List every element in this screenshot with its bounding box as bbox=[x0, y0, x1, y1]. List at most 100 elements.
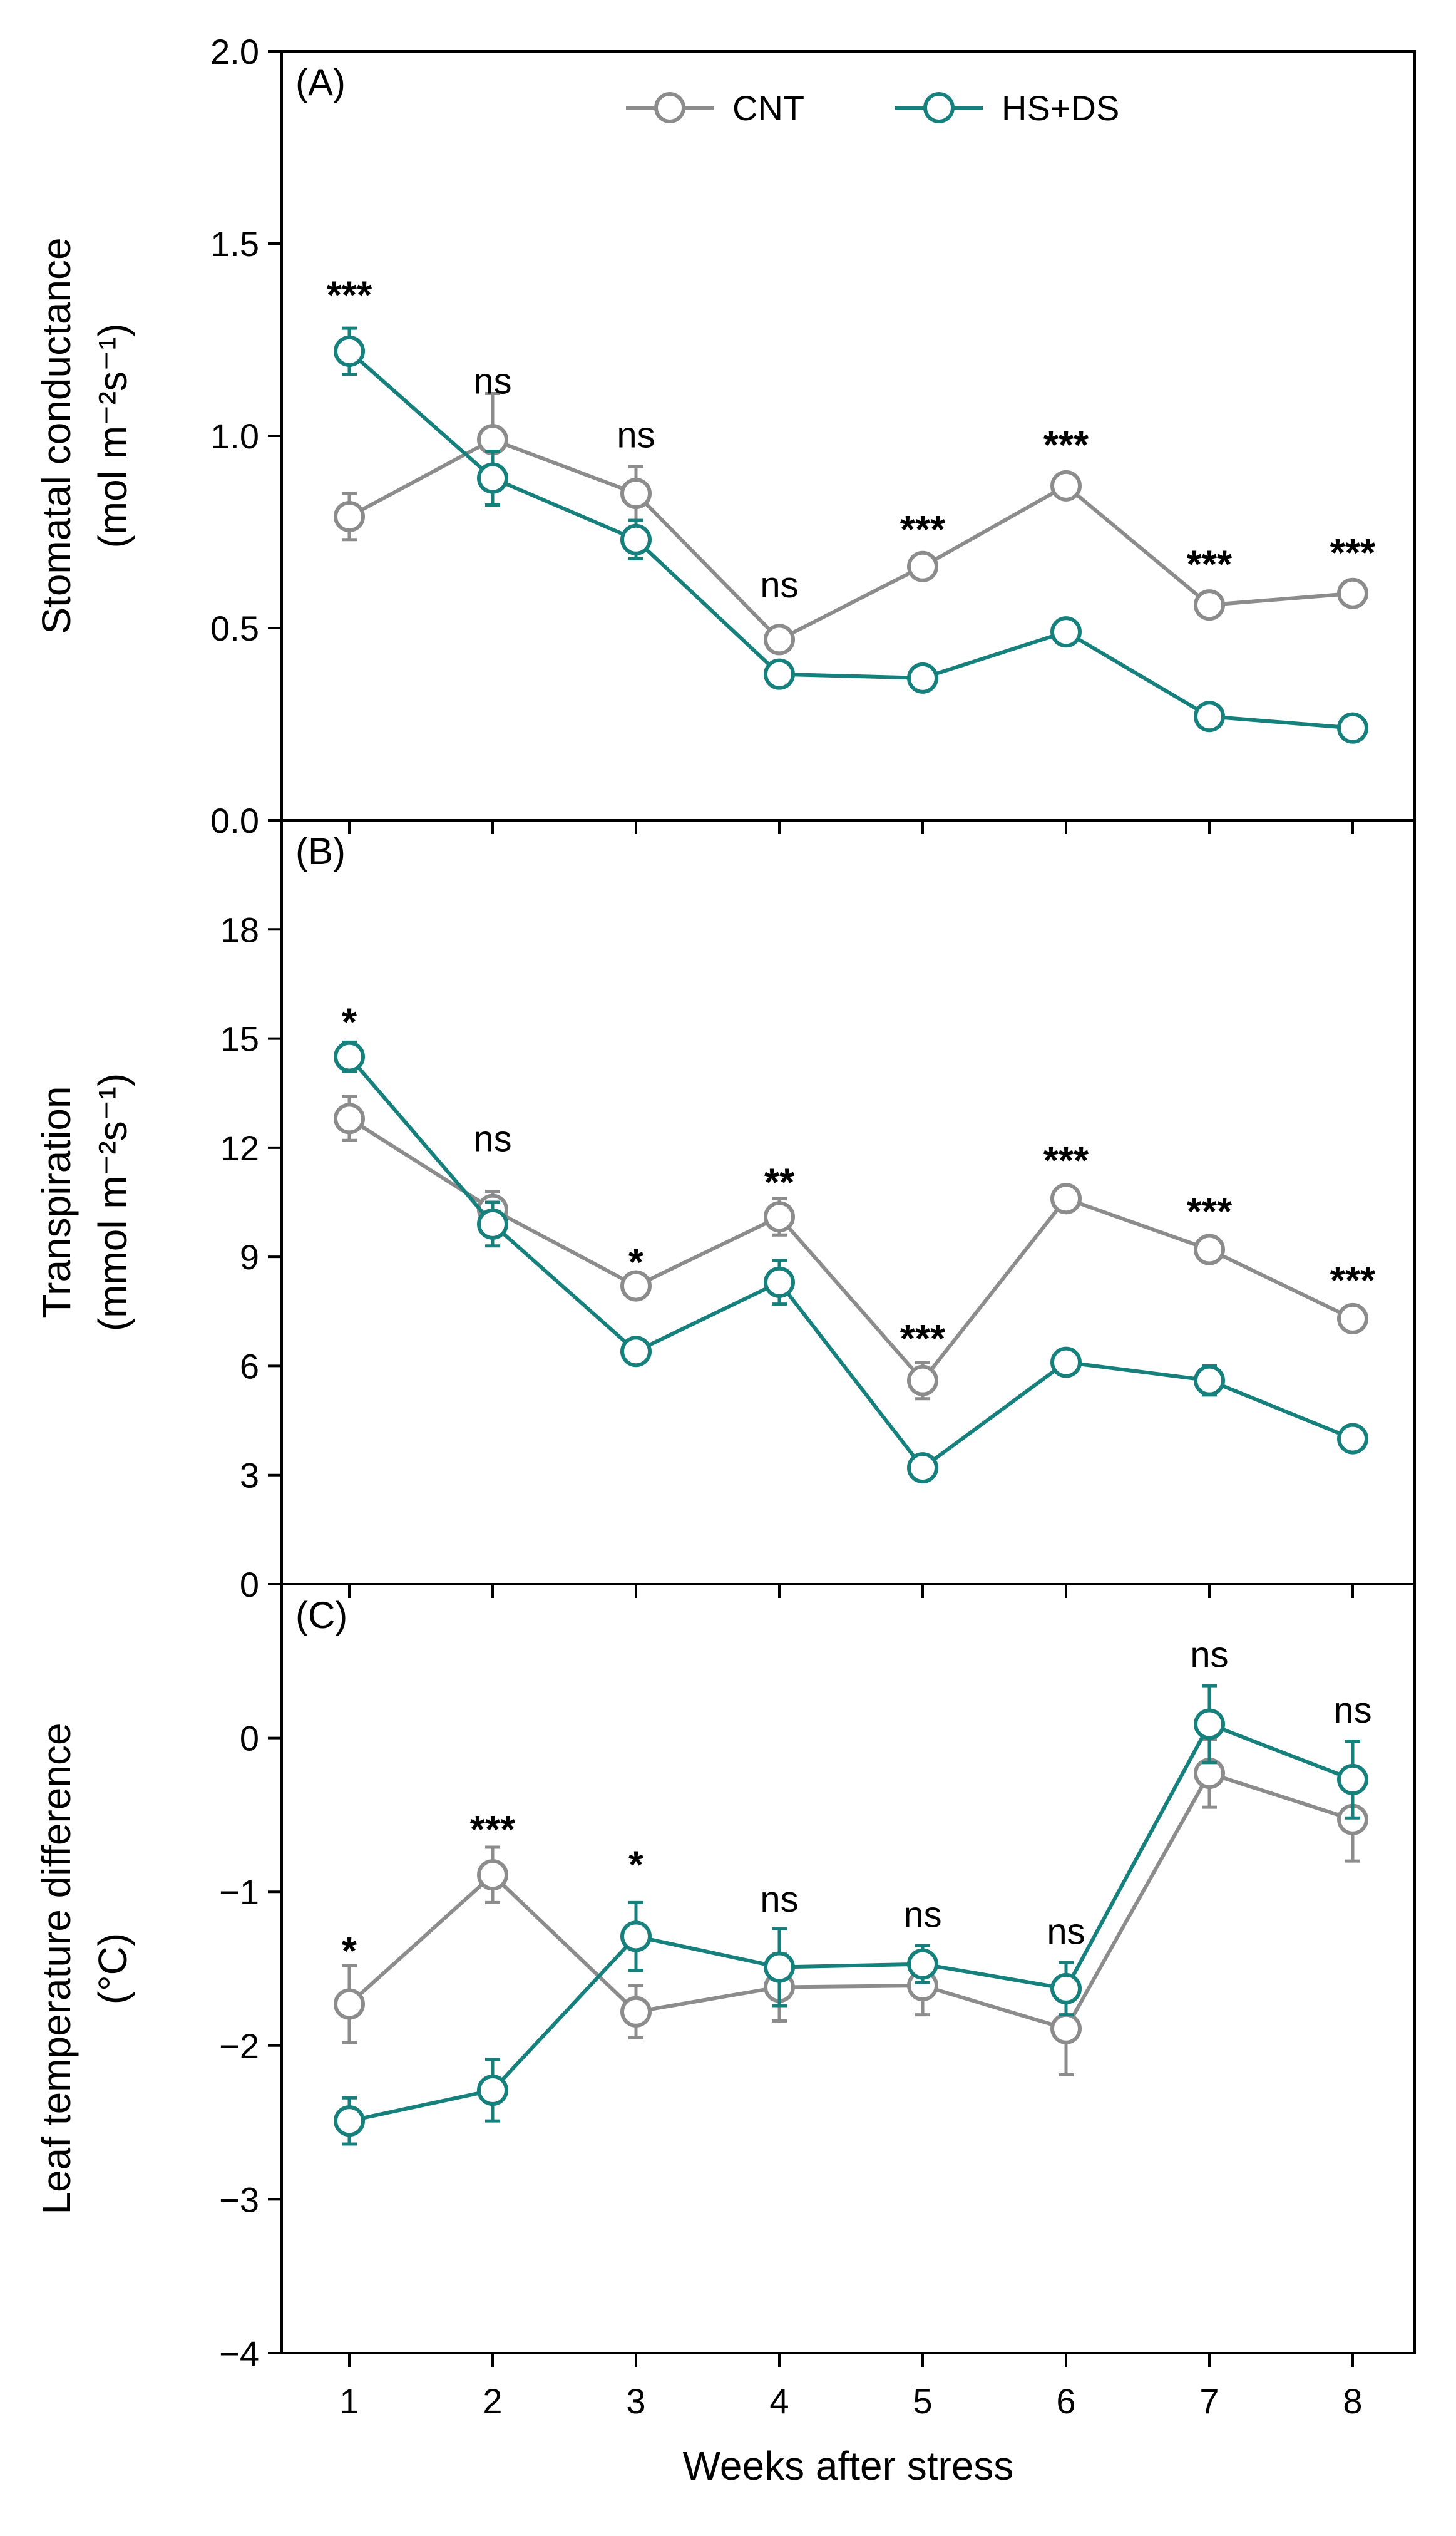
y-axis-unit: (mmol m⁻²s⁻¹) bbox=[90, 1073, 135, 1331]
significance-label: * bbox=[628, 1241, 644, 1284]
data-point bbox=[334, 2105, 365, 2137]
data-point bbox=[620, 523, 652, 555]
significance-label: ns bbox=[473, 1119, 511, 1160]
data-point bbox=[1050, 1183, 1082, 1215]
data-point bbox=[764, 1951, 795, 1983]
legend-item-cnt: CNT bbox=[626, 88, 804, 128]
data-point bbox=[764, 1201, 795, 1233]
data-point bbox=[1337, 1302, 1368, 1334]
data-point bbox=[477, 424, 508, 456]
significance-label: ns bbox=[473, 361, 511, 401]
significance-label: ** bbox=[764, 1161, 795, 1204]
x-tick-label: 7 bbox=[1199, 2381, 1219, 2421]
panel-2: −4 −3 −2 −1 0 1 2 3 4 5 6 7 8 (C) Leaf temperature dif… bbox=[34, 1583, 1416, 2488]
series-line bbox=[348, 349, 1353, 730]
significance-label: ns bbox=[760, 565, 798, 606]
data-point bbox=[1337, 712, 1368, 744]
series-hs-ds bbox=[334, 1684, 1368, 2146]
data-point bbox=[1194, 701, 1225, 733]
panels: 0.00.51.01.52.0(A)Stomatal conductance (m… bbox=[34, 32, 1416, 2488]
significance-label: *** bbox=[1043, 424, 1089, 467]
data-point bbox=[764, 658, 795, 690]
data-point bbox=[334, 335, 365, 367]
legend-marker bbox=[923, 92, 955, 123]
plot-frame bbox=[280, 819, 1416, 1585]
significance-label: ns bbox=[1190, 1635, 1228, 1676]
y-axis-title: Stomatal conductance bbox=[34, 237, 79, 634]
panel-0: 0.0 0.5 1.0 1.5 2.0 (A) Stomatal conductance (m… bbox=[34, 32, 1416, 840]
series-line bbox=[347, 1771, 1353, 2031]
y-tick-label: −3 bbox=[219, 2180, 259, 2219]
y-tick-label: 6 bbox=[240, 1346, 259, 1386]
data-point bbox=[1050, 1972, 1082, 2004]
data-point bbox=[907, 1452, 938, 1484]
series-cnt bbox=[334, 1095, 1368, 1401]
panel-1: 0 3 6 9 12 15 18 (B) Transpiration (mmol m⁻²s⁻¹) *… bbox=[34, 819, 1416, 1604]
y-axis-unit: (mol m⁻²s⁻¹) bbox=[90, 323, 135, 548]
y-tick-label: 0 bbox=[240, 1719, 259, 1758]
y-tick-label: 0.0 bbox=[210, 801, 259, 840]
y-tick-label: −1 bbox=[219, 1872, 259, 1912]
data-point bbox=[907, 1948, 938, 1980]
x-tick-label: 2 bbox=[483, 2381, 502, 2421]
legend-label: HS+DS bbox=[1002, 88, 1119, 128]
data-point bbox=[477, 462, 508, 494]
legend-label: CNT bbox=[732, 88, 804, 128]
data-point bbox=[764, 624, 795, 656]
legend: CNT HS+DS bbox=[626, 88, 1119, 128]
significance-label: *** bbox=[1187, 543, 1233, 586]
y-tick-label: 2.0 bbox=[210, 32, 259, 71]
series-line bbox=[347, 1055, 1354, 1470]
y-tick-label: 12 bbox=[220, 1128, 259, 1168]
data-point bbox=[1337, 1763, 1368, 1795]
significance-label: * bbox=[342, 1001, 357, 1044]
data-point bbox=[1194, 1708, 1225, 1740]
y-tick-label: 18 bbox=[220, 910, 259, 949]
x-tick-label: 6 bbox=[1056, 2381, 1075, 2421]
data-point bbox=[907, 550, 938, 582]
y-tick-label: 15 bbox=[220, 1019, 259, 1059]
plot-frame bbox=[280, 50, 1416, 822]
y-tick-label: 1.0 bbox=[210, 416, 259, 456]
series-hs-ds bbox=[334, 1040, 1368, 1484]
panel-label: (C) bbox=[295, 1594, 347, 1636]
series-line bbox=[348, 438, 1353, 642]
significance-label: *** bbox=[900, 508, 946, 552]
y-axis-unit: (°C) bbox=[90, 1933, 135, 2004]
y-tick-label: 0 bbox=[240, 1565, 259, 1604]
y-tick-label: −4 bbox=[219, 2334, 259, 2373]
significance-label: ns bbox=[903, 1895, 941, 1936]
series-line bbox=[348, 1116, 1354, 1383]
data-point bbox=[1194, 1364, 1225, 1396]
data-point bbox=[1050, 616, 1082, 648]
data-point bbox=[907, 662, 938, 694]
data-point bbox=[1050, 470, 1082, 502]
data-point bbox=[620, 1270, 652, 1302]
significance-label: *** bbox=[470, 1808, 516, 1852]
panel-label: (A) bbox=[295, 61, 346, 103]
data-point bbox=[620, 1996, 652, 2028]
data-point bbox=[620, 478, 652, 510]
x-tick-label: 1 bbox=[339, 2381, 359, 2421]
significance-label: * bbox=[628, 1844, 644, 1887]
significance-label: *** bbox=[1043, 1139, 1089, 1182]
plot-frame bbox=[280, 1583, 1416, 2354]
data-point bbox=[764, 1266, 795, 1298]
data-point bbox=[334, 1041, 365, 1073]
significance-label: *** bbox=[327, 274, 372, 317]
x-axis-title: Weeks after stress bbox=[683, 2443, 1014, 2488]
data-point bbox=[1337, 577, 1368, 609]
data-point bbox=[1050, 1346, 1082, 1378]
significance-label: * bbox=[342, 1930, 357, 1973]
data-point bbox=[477, 1859, 508, 1891]
x-tick-label: 5 bbox=[913, 2381, 932, 2421]
legend-marker bbox=[654, 92, 685, 123]
data-point bbox=[1194, 589, 1225, 621]
data-point bbox=[1194, 1234, 1225, 1265]
y-axis-title: Transpiration bbox=[34, 1086, 79, 1318]
significance-label: ns bbox=[1333, 1690, 1371, 1731]
data-point bbox=[1337, 1423, 1368, 1455]
y-axis-title: Leaf temperature difference bbox=[34, 1723, 79, 2214]
y-tick-label: 0.5 bbox=[210, 609, 259, 648]
